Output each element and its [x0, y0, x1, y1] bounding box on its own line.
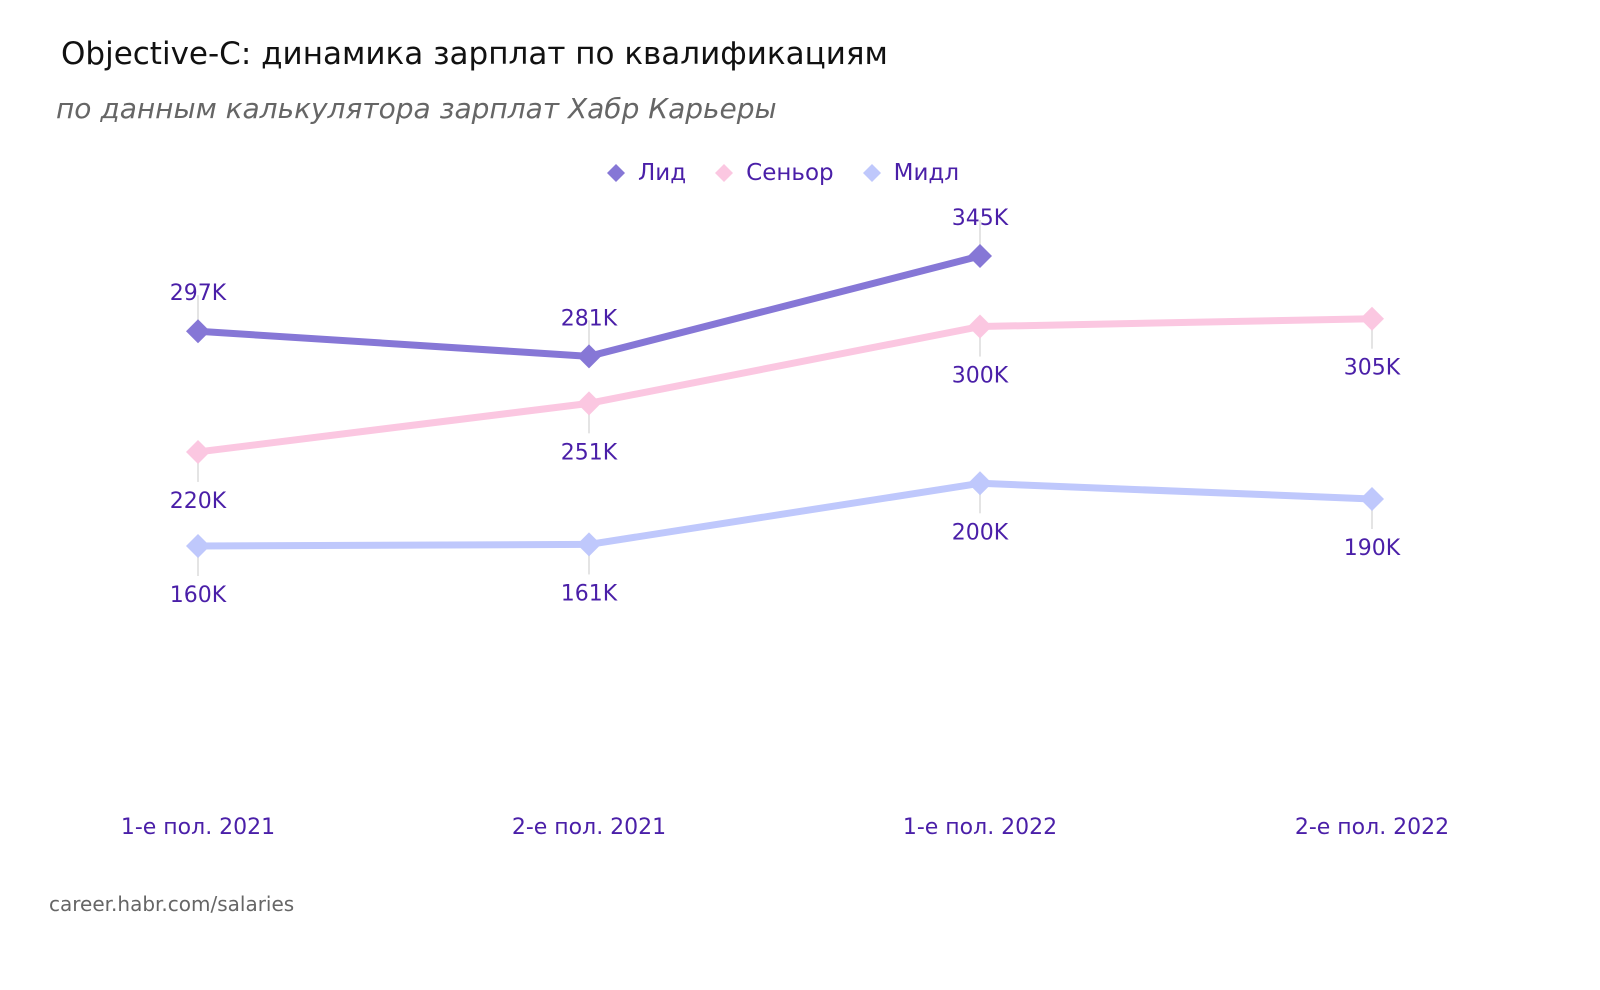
- data-label: 300K: [952, 364, 1009, 389]
- chart-legend: Лид Сеньор Мидл: [606, 160, 987, 186]
- chart-title: Objective-C: динамика зарплат по квалифи…: [61, 36, 888, 72]
- chart-subtitle: по данным калькулятора зарплат Хабр Карь…: [56, 92, 777, 125]
- data-label: 220K: [170, 489, 227, 514]
- x-axis-tick-label: 1-е пол. 2022: [903, 815, 1057, 840]
- x-axis-tick-label: 2-е пол. 2021: [512, 815, 666, 840]
- legend-label: Сеньор: [746, 160, 834, 186]
- data-label: 345K: [952, 206, 1009, 231]
- data-point-diamond[interactable]: [968, 471, 992, 496]
- diamond-icon: [715, 164, 734, 182]
- data-point-diamond[interactable]: [186, 319, 210, 344]
- x-axis-tick-label: 1-е пол. 2021: [121, 815, 275, 840]
- legend-label: Лид: [638, 160, 687, 186]
- legend-label: Мидл: [893, 160, 960, 186]
- data-point-diamond[interactable]: [1360, 486, 1384, 511]
- data-label: 161K: [561, 581, 618, 606]
- data-label: 160K: [170, 583, 227, 608]
- data-point-diamond[interactable]: [577, 391, 601, 416]
- data-point-diamond[interactable]: [577, 344, 601, 369]
- data-point-diamond[interactable]: [968, 243, 992, 268]
- data-point-diamond[interactable]: [1360, 306, 1384, 331]
- data-label: 190K: [1344, 536, 1401, 561]
- data-point-diamond[interactable]: [968, 314, 992, 339]
- data-point-diamond[interactable]: [186, 534, 210, 558]
- diamond-icon: [862, 164, 881, 182]
- x-axis-tick-label: 2-е пол. 2022: [1295, 815, 1449, 840]
- data-label: 281K: [561, 306, 618, 331]
- source-footer: career.habr.com/salaries: [49, 892, 295, 916]
- data-point-diamond[interactable]: [577, 532, 601, 557]
- data-label: 305K: [1344, 356, 1401, 381]
- series-line: [194, 479, 1376, 550]
- data-label: 200K: [952, 520, 1009, 545]
- legend-item-senior[interactable]: Сеньор: [714, 160, 834, 186]
- diamond-icon: [607, 164, 625, 182]
- data-point-diamond[interactable]: [186, 439, 210, 464]
- legend-item-middle[interactable]: Мидл: [862, 160, 959, 186]
- legend-item-lead[interactable]: Лид: [606, 160, 686, 186]
- series-line: [194, 315, 1376, 456]
- data-label: 251K: [561, 440, 618, 465]
- data-label: 297K: [170, 281, 227, 306]
